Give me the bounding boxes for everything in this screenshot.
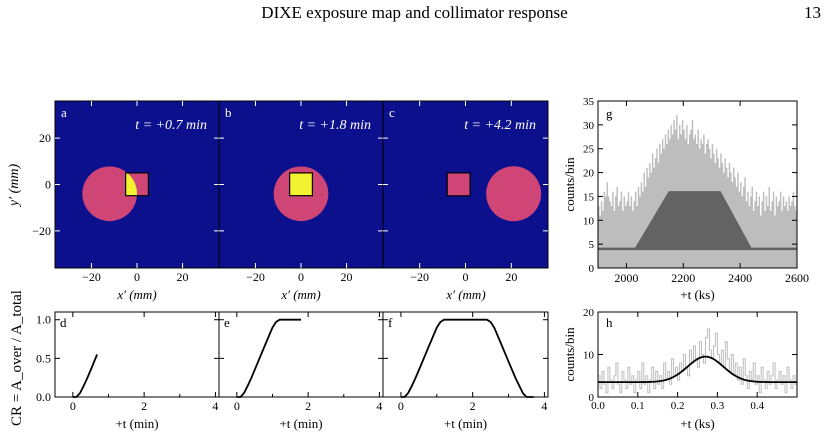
time-label: t = +0.7 min xyxy=(135,118,207,133)
map-b xyxy=(219,101,383,268)
map-a xyxy=(55,101,219,268)
xtick-label: 0 xyxy=(134,270,140,284)
xtick-label: 0.3 xyxy=(711,400,725,412)
xtick-label: 0 xyxy=(398,399,404,413)
xtick-label: −20 xyxy=(82,270,101,284)
map-c xyxy=(383,101,548,268)
time-label: t = +4.2 min xyxy=(464,118,536,133)
map-ylabel: y′ (mm) xyxy=(7,164,22,209)
lightcurve-panel-g: g 2000 2200 2400 2600 0 5 10 15 20 25 30 35 +t (ks) co… xyxy=(562,96,809,302)
map-xlabel-c: x′ (mm) xyxy=(445,287,485,302)
panel-letter: h xyxy=(606,315,613,330)
ytick-label: 1.0 xyxy=(36,313,51,327)
xlabel: +t (min) xyxy=(115,416,158,431)
xtick-label: 2000 xyxy=(614,271,638,285)
ytick-label: 15 xyxy=(583,191,595,203)
panel-letter: f xyxy=(388,315,393,330)
xtick-label: 0.2 xyxy=(671,400,685,412)
xtick-label: 0 xyxy=(298,270,304,284)
xtick-label: 4 xyxy=(212,399,218,413)
xtick-label: 2600 xyxy=(785,271,809,285)
panel-letter: a xyxy=(61,105,67,120)
ytick-label: 0 xyxy=(589,263,595,275)
time-label: t = +1.8 min xyxy=(299,118,371,133)
xtick-label: 0.0 xyxy=(591,400,605,412)
panel-letter: d xyxy=(60,315,67,330)
ytick-label: 0 xyxy=(45,178,51,192)
panel-letter: b xyxy=(225,105,232,120)
page-number: 13 xyxy=(804,3,821,22)
collimator-disk xyxy=(486,166,542,222)
ytick-label: 35 xyxy=(583,96,595,108)
response-frame-f xyxy=(382,311,549,398)
ytick-label: 10 xyxy=(583,215,595,227)
detector-square xyxy=(447,172,471,196)
xtick-label: 20 xyxy=(505,270,517,284)
xtick-label: −20 xyxy=(410,270,429,284)
frame xyxy=(597,100,798,269)
response-curve-f xyxy=(400,318,534,398)
xtick-label: −20 xyxy=(246,270,265,284)
response-frame-e xyxy=(218,311,384,398)
xtick-label: 0 xyxy=(234,399,240,413)
xtick-label: 2 xyxy=(141,399,147,413)
ytick-label: 20 xyxy=(583,168,595,180)
lightcurve-panel-h: h 0.0 0.1 0.2 0.3 0.4 0 10 20 +t (ks) counts/bin xyxy=(562,307,798,431)
xtick-label: 2 xyxy=(470,399,476,413)
xtick-label: 20 xyxy=(341,270,353,284)
xtick-label: 20 xyxy=(177,270,189,284)
map-xlabel-a: x′ (mm) xyxy=(116,287,156,302)
xlabel: +t (ks) xyxy=(680,287,714,302)
ylabel: counts/bin xyxy=(562,327,577,382)
ytick-label: 5 xyxy=(589,239,595,251)
xtick-label: 0 xyxy=(463,270,469,284)
xlabel: +t (min) xyxy=(279,416,322,431)
ytick-label: −20 xyxy=(32,224,51,238)
overlap-region xyxy=(289,172,313,196)
panel-letter: g xyxy=(606,106,613,121)
detector-square-outline xyxy=(125,172,149,197)
xtick-label: 4 xyxy=(376,399,382,413)
xlabel: +t (ks) xyxy=(680,416,714,431)
ytick-label: 0.5 xyxy=(36,351,51,365)
ytick-label: 20 xyxy=(583,307,595,319)
page-header: DIXE exposure map and collimator respons… xyxy=(0,0,829,30)
xtick-label: 0 xyxy=(70,399,76,413)
ylabel: counts/bin xyxy=(562,157,577,212)
map-xlabel-b: x′ (mm) xyxy=(280,287,320,302)
xtick-label: 2 xyxy=(305,399,311,413)
xtick-label: 2400 xyxy=(728,271,752,285)
ytick-label: 0.0 xyxy=(36,390,51,404)
running-title: DIXE exposure map and collimator respons… xyxy=(261,3,568,22)
xlabel: +t (min) xyxy=(444,416,487,431)
ytick-label: 25 xyxy=(583,144,595,156)
response-curve-d xyxy=(72,354,98,398)
panel-letter: e xyxy=(224,315,230,330)
xtick-label: 0.4 xyxy=(750,400,764,412)
ytick-label: 30 xyxy=(583,120,595,132)
panel-letter: c xyxy=(389,105,395,120)
response-frame-d xyxy=(54,311,220,398)
response-ylabel: CR = A_over / A_total xyxy=(9,290,25,426)
xtick-label: 0.1 xyxy=(631,400,645,412)
model-curve xyxy=(598,355,797,384)
ytick-label: 20 xyxy=(39,131,51,145)
xtick-label: 2200 xyxy=(671,271,695,285)
response-curve-e xyxy=(236,318,301,398)
exposure-map-panels: a t = +0.7 min −20 0 20 20 0 −20 b t = +1.8 min −2… xyxy=(32,100,549,284)
detector-square-outline xyxy=(289,172,313,197)
ytick-label: 0 xyxy=(589,392,595,404)
xtick-label: 4 xyxy=(541,399,547,413)
detector-square-outline xyxy=(446,172,471,197)
ytick-label: 10 xyxy=(583,350,595,362)
collimator-disk xyxy=(82,166,137,222)
overlap-region xyxy=(125,172,137,196)
collimator-response-panels: d 0 2 4 0.0 0.5 1.0 +t (min) e 0 2 4 +t (min) f 0 2 4 +t … xyxy=(36,311,549,431)
